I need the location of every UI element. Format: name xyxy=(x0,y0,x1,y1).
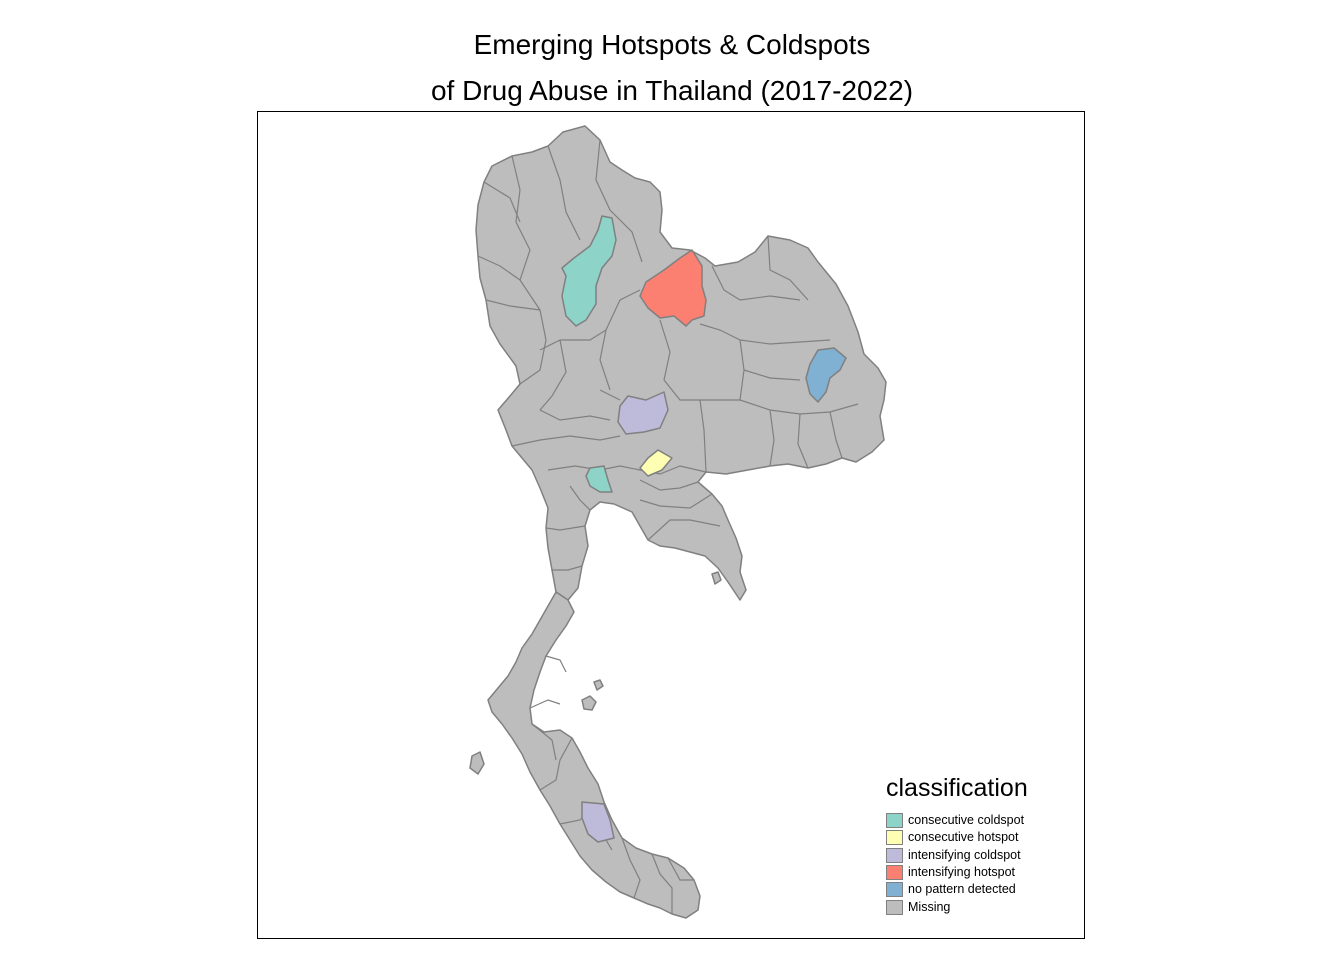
island-samui xyxy=(581,695,597,711)
province-consecutive-hotspot-central xyxy=(639,449,673,477)
legend-item-no-pattern-detected: no pattern detected xyxy=(886,881,1028,898)
island-phangan xyxy=(593,679,604,691)
legend-label: intensifying hotspot xyxy=(908,865,1016,880)
province-region-mainland xyxy=(475,125,887,601)
legend-item-intensifying-coldspot: intensifying coldspot xyxy=(886,847,1028,864)
province-boundaries xyxy=(477,139,859,914)
legend-item-intensifying-hotspot: intensifying hotspot xyxy=(886,864,1028,881)
map-title-line-2: of Drug Abuse in Thailand (2017-2022) xyxy=(430,75,914,106)
province-consecutive-coldspot-north xyxy=(561,215,617,327)
legend-swatch xyxy=(886,899,903,915)
province-region-peninsula xyxy=(487,591,701,919)
legend-item-consecutive-hotspot: consecutive hotspot xyxy=(886,829,1028,846)
province-no-pattern-east xyxy=(805,347,847,403)
legend-swatch xyxy=(886,813,903,829)
map-legend: classification consecutive coldspot cons… xyxy=(886,772,1028,916)
legend-item-consecutive-coldspot: consecutive coldspot xyxy=(886,812,1028,829)
legend-label: consecutive hotspot xyxy=(908,830,1019,845)
legend-label: consecutive coldspot xyxy=(908,813,1025,828)
province-intensifying-hotspot-northeast xyxy=(639,249,707,327)
island-phuket xyxy=(469,751,485,775)
legend-swatch xyxy=(886,882,903,898)
legend-item-missing: Missing xyxy=(886,898,1028,915)
legend-swatch xyxy=(886,847,903,863)
legend-swatch xyxy=(886,865,903,881)
legend-title: classification xyxy=(886,774,1028,802)
map-panel-frame xyxy=(257,111,1085,939)
legend-label: no pattern detected xyxy=(908,882,1016,897)
legend-swatch xyxy=(886,830,903,846)
map-title-line-1: Emerging Hotspots & Coldspots xyxy=(473,29,871,60)
legend-label: intensifying coldspot xyxy=(908,847,1021,862)
province-consecutive-coldspot-west xyxy=(585,465,613,493)
province-intensifying-coldspot-central xyxy=(617,391,669,435)
province-intensifying-coldspot-south xyxy=(581,801,615,843)
legend-label: Missing xyxy=(908,899,951,914)
island-chang xyxy=(711,571,722,585)
